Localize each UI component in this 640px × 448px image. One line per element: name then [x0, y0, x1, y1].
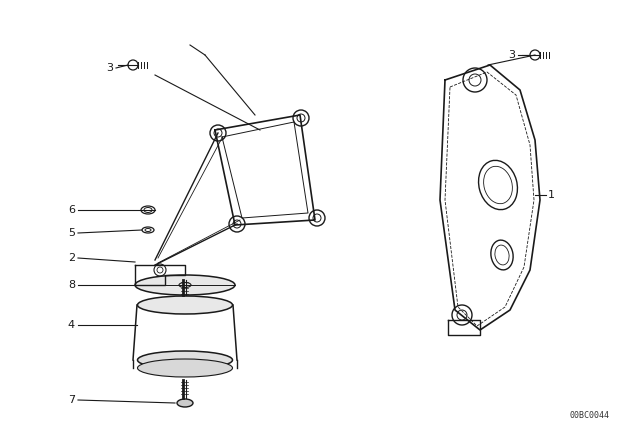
Circle shape	[313, 214, 321, 222]
Ellipse shape	[135, 275, 235, 295]
Ellipse shape	[138, 296, 232, 314]
Ellipse shape	[138, 359, 232, 377]
Circle shape	[293, 110, 309, 126]
Circle shape	[452, 305, 472, 325]
Text: 7: 7	[68, 395, 75, 405]
Text: 6: 6	[68, 205, 75, 215]
Circle shape	[233, 220, 241, 228]
Circle shape	[469, 74, 481, 86]
Circle shape	[309, 210, 325, 226]
Text: 1: 1	[548, 190, 555, 200]
Ellipse shape	[177, 399, 193, 407]
Text: 2: 2	[68, 253, 75, 263]
Circle shape	[128, 60, 138, 70]
Text: 00BC0044: 00BC0044	[570, 410, 610, 419]
Text: 4: 4	[68, 320, 75, 330]
Text: 3: 3	[106, 63, 113, 73]
Circle shape	[210, 125, 226, 141]
Circle shape	[229, 216, 245, 232]
Circle shape	[157, 267, 163, 273]
Circle shape	[214, 129, 222, 137]
Ellipse shape	[138, 351, 232, 369]
Circle shape	[463, 68, 487, 92]
Circle shape	[530, 50, 540, 60]
Circle shape	[154, 264, 166, 276]
Text: 5: 5	[68, 228, 75, 238]
Circle shape	[297, 114, 305, 122]
Text: 3: 3	[508, 50, 515, 60]
Text: 8: 8	[68, 280, 75, 290]
Circle shape	[457, 310, 467, 320]
